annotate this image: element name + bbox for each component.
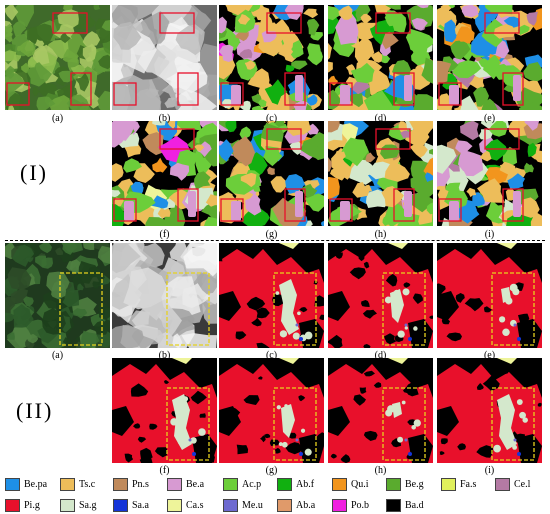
segmentation-panel xyxy=(328,5,433,110)
legend-label: Me.u xyxy=(242,499,263,511)
segmentation-panel xyxy=(112,121,217,226)
legend-item: Sa.a xyxy=(113,497,149,513)
legend-label: Pi.g xyxy=(24,499,40,511)
segmentation-panel xyxy=(219,5,324,110)
legend-swatch xyxy=(113,498,128,512)
panel-caption: (h) xyxy=(374,229,387,240)
panel-caption: (d) xyxy=(374,350,387,361)
panel-caption: (b) xyxy=(158,350,171,361)
legend-label: Po.b xyxy=(351,499,370,511)
legend-label: Be.pa xyxy=(24,478,48,490)
segmentation-panel xyxy=(437,5,542,110)
legend-label: Ca.s xyxy=(186,499,204,511)
legend-item: Be.pa xyxy=(5,476,47,492)
panel-caption: (i) xyxy=(484,465,495,476)
panel-caption: (e) xyxy=(483,350,496,361)
panel-caption: (d) xyxy=(374,113,387,124)
panel-caption: (i) xyxy=(484,229,495,240)
legend-swatch xyxy=(277,477,292,491)
legend-item: Ab.f xyxy=(277,476,314,492)
panel-caption: (b) xyxy=(158,113,171,124)
segmentation-panel xyxy=(437,121,542,226)
panel-caption: (h) xyxy=(374,465,387,476)
legend-label: Sa.g xyxy=(79,499,97,511)
legend-item: Qu.i xyxy=(332,476,369,492)
segmentation-panel xyxy=(219,358,324,463)
legend-swatch xyxy=(441,477,456,491)
panel-caption: (a) xyxy=(51,350,64,361)
legend-swatch xyxy=(5,498,20,512)
panel-caption: (a) xyxy=(51,113,64,124)
panel-caption: (g) xyxy=(265,465,278,476)
section-divider xyxy=(5,240,545,241)
section-label-2: (II) xyxy=(16,398,54,423)
panel-caption: (f) xyxy=(159,465,170,476)
segmentation-panel xyxy=(328,358,433,463)
legend-swatch xyxy=(386,498,401,512)
panel-caption: (e) xyxy=(483,113,496,124)
legend-swatch xyxy=(60,477,75,491)
photo-panel xyxy=(5,5,110,110)
legend-label: Ts.c xyxy=(79,478,96,490)
legend-item: Po.b xyxy=(332,497,369,513)
legend-label: Ab.f xyxy=(296,478,315,490)
legend-item: Pn.s xyxy=(113,476,149,492)
legend: Be.pa Ts.c Pn.s Be.a Ac.p Ab.f Qu.i Be.g Fa.s Ce.… xyxy=(5,474,550,514)
legend-swatch xyxy=(495,477,510,491)
legend-label: Qu.i xyxy=(351,478,369,490)
legend-item: Ba.d xyxy=(386,497,424,513)
legend-label: Be.g xyxy=(405,478,424,490)
segmentation-panel xyxy=(437,358,542,463)
segmentation-panel xyxy=(328,243,433,348)
legend-item: Fa.s xyxy=(441,476,476,492)
legend-swatch xyxy=(386,477,401,491)
segmentation-panel xyxy=(437,243,542,348)
legend-item: Ac.p xyxy=(223,476,261,492)
segmentation-panel xyxy=(219,121,324,226)
legend-label: Ba.d xyxy=(405,499,424,511)
legend-item: Be.g xyxy=(386,476,424,492)
legend-label: Pn.s xyxy=(132,478,149,490)
panel-caption: (c) xyxy=(265,113,278,124)
legend-swatch xyxy=(5,477,20,491)
legend-swatch xyxy=(223,498,238,512)
legend-swatch xyxy=(332,498,347,512)
legend-item: Ts.c xyxy=(60,476,95,492)
legend-item: Sa.g xyxy=(60,497,97,513)
legend-swatch xyxy=(223,477,238,491)
legend-label: Ce.l xyxy=(514,478,531,490)
photo-panel xyxy=(5,243,110,348)
legend-swatch xyxy=(277,498,292,512)
legend-item: Pi.g xyxy=(5,497,40,513)
segmentation-panel xyxy=(219,243,324,348)
section-label-1: (I) xyxy=(20,160,48,185)
legend-label: Fa.s xyxy=(460,478,477,490)
panel-caption: (c) xyxy=(265,350,278,361)
depth-panel xyxy=(112,243,217,348)
legend-swatch xyxy=(167,477,182,491)
legend-label: Ab.a xyxy=(296,499,316,511)
legend-item: Ab.a xyxy=(277,497,315,513)
legend-item: Me.u xyxy=(223,497,263,513)
panel-caption: (f) xyxy=(159,229,170,240)
legend-swatch xyxy=(332,477,347,491)
segmentation-panel xyxy=(328,121,433,226)
legend-swatch xyxy=(113,477,128,491)
legend-item: Be.a xyxy=(167,476,204,492)
legend-item: Ca.s xyxy=(167,497,204,513)
legend-item: Ce.l xyxy=(495,476,530,492)
panel-caption: (g) xyxy=(265,229,278,240)
legend-swatch xyxy=(167,498,182,512)
legend-label: Ac.p xyxy=(242,478,262,490)
depth-panel xyxy=(112,5,217,110)
segmentation-panel xyxy=(112,358,217,463)
legend-swatch xyxy=(60,498,75,512)
legend-label: Be.a xyxy=(186,478,205,490)
legend-label: Sa.a xyxy=(132,499,149,511)
